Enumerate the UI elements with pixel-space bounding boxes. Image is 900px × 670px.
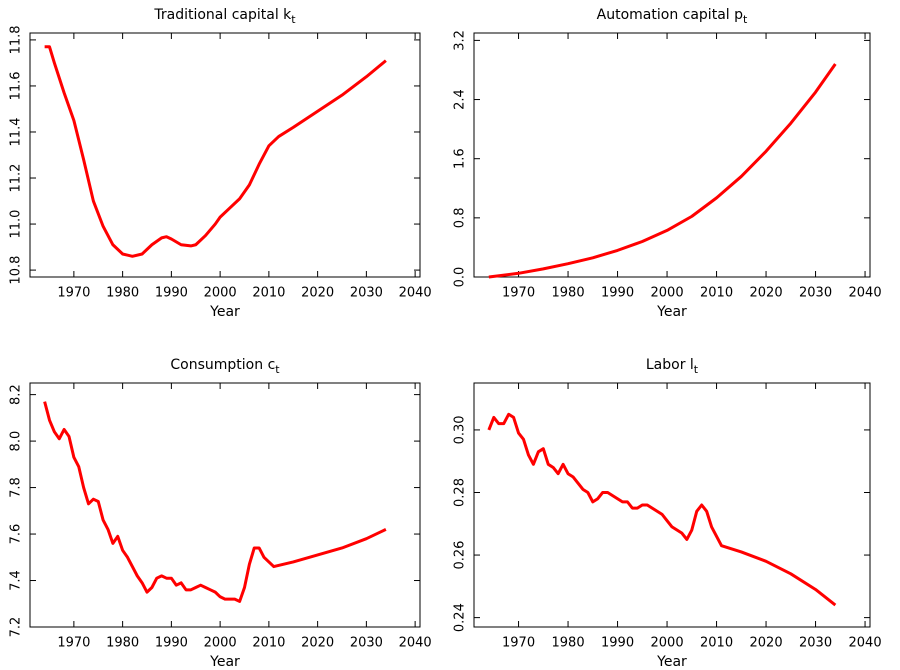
y-tick-label: 7.6	[9, 524, 24, 545]
data-line	[488, 63, 837, 279]
x-tick-label: 1990	[601, 286, 634, 301]
title-subscript: t	[275, 363, 280, 376]
y-tick-label: 10.8	[9, 256, 24, 285]
y-tick-label: 7.4	[9, 570, 24, 591]
x-tick-label: 1990	[601, 636, 634, 651]
x-tick-label: 1980	[552, 286, 585, 301]
y-tick-label: 8.0	[9, 431, 24, 452]
y-tick-label: 0.24	[453, 603, 468, 632]
x-tick-label: 1970	[502, 286, 535, 301]
x-tick-label: 2010	[700, 286, 733, 301]
y-tick-label: 7.8	[9, 477, 24, 498]
subplot: Automation capital pt 1970 1980 1990 2000 201…	[453, 7, 882, 320]
y-tick-label: 11.0	[9, 210, 24, 239]
title-text: Consumption c	[170, 357, 275, 373]
y-tick-label: 11.6	[9, 71, 24, 100]
plot-frame	[473, 382, 871, 628]
y-tick-label: 1.6	[453, 148, 468, 169]
x-tick-label: 2000	[204, 636, 237, 651]
data-line	[44, 45, 387, 258]
x-tick-label: 2030	[799, 286, 832, 301]
plot-frame	[29, 382, 421, 628]
title-text: Traditional capital k	[153, 7, 292, 23]
x-axis-label: Year	[656, 654, 687, 670]
subplot: Labor lt 1970 1980 1990 2000 2010 2020 2030 2040…	[453, 357, 882, 670]
x-tick-label: 2010	[252, 286, 285, 301]
x-tick-label: 1980	[106, 636, 139, 651]
y-tick-label: 7.2	[9, 617, 24, 638]
title-text: Automation capital p	[597, 7, 743, 23]
x-tick-label: 1970	[57, 636, 90, 651]
x-tick-label: 1970	[57, 286, 90, 301]
x-tick-label: 2010	[252, 636, 285, 651]
y-tick-label: 11.4	[9, 118, 24, 147]
x-axis-label: Year	[656, 304, 687, 320]
y-tick-label: 0.8	[453, 208, 468, 229]
x-tick-label: 2040	[849, 636, 882, 651]
x-tick-label: 2000	[204, 286, 237, 301]
y-tick-label: 0.30	[453, 415, 468, 444]
x-tick-label: 2030	[350, 636, 383, 651]
y-tick-label: 11.2	[9, 164, 24, 193]
x-tick-label: 2020	[301, 286, 334, 301]
x-tick-label: 2030	[350, 286, 383, 301]
x-tick-label: 2040	[399, 636, 432, 651]
x-tick-label: 2000	[651, 286, 684, 301]
y-tick-label: 0.28	[453, 478, 468, 507]
x-tick-label: 2020	[750, 286, 783, 301]
title-subscript: t	[694, 363, 699, 376]
x-tick-label: 2040	[399, 286, 432, 301]
x-tick-label: 2000	[651, 636, 684, 651]
title-subscript: t	[291, 13, 296, 26]
x-tick-label: 2040	[849, 286, 882, 301]
plot-frame	[29, 32, 421, 278]
x-tick-label: 2020	[750, 636, 783, 651]
x-axis-label: Year	[209, 304, 240, 320]
data-line	[487, 412, 837, 607]
title-subscript: t	[743, 13, 748, 26]
subplot-title: Consumption ct	[170, 357, 280, 376]
subplot: Consumption ct 1970 1980 1990 2000 2010 2020 20…	[9, 357, 432, 670]
subplot: Traditional capital kt 1970 1980 1990 2000 20…	[9, 7, 432, 320]
x-tick-label: 1980	[106, 286, 139, 301]
x-tick-label: 2020	[301, 636, 334, 651]
x-tick-label: 1990	[155, 636, 188, 651]
y-tick-label: 0.26	[453, 541, 468, 570]
y-tick-label: 8.2	[9, 384, 24, 405]
subplot-title: Traditional capital kt	[153, 7, 296, 26]
x-tick-label: 2010	[700, 636, 733, 651]
y-tick-label: 3.2	[453, 30, 468, 51]
x-tick-label: 1980	[552, 636, 585, 651]
subplot-title: Labor lt	[646, 357, 699, 376]
x-tick-label: 1970	[502, 636, 535, 651]
title-text: Labor l	[646, 357, 694, 373]
subplot-title: Automation capital pt	[597, 7, 748, 26]
y-tick-label: 11.8	[9, 25, 24, 54]
x-tick-label: 2030	[799, 636, 832, 651]
y-tick-label: 2.4	[453, 89, 468, 110]
x-axis-label: Year	[209, 654, 240, 670]
x-tick-label: 1990	[155, 286, 188, 301]
data-line	[43, 401, 387, 603]
y-tick-label: 0.0	[453, 267, 468, 288]
plot-frame	[473, 32, 871, 278]
